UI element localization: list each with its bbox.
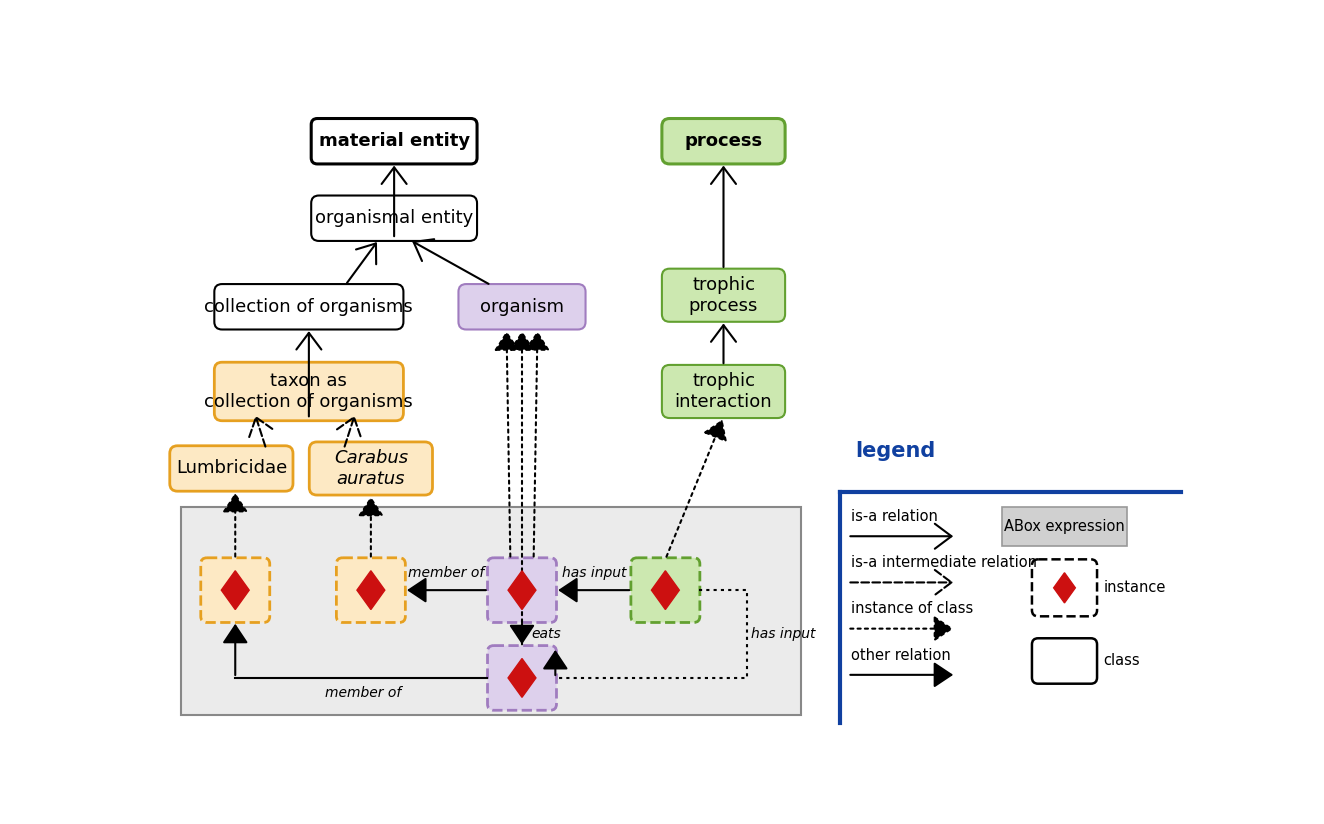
FancyBboxPatch shape [214,363,404,421]
Text: other relation: other relation [851,648,951,662]
FancyArrowPatch shape [409,579,486,602]
Text: Lumbricidae: Lumbricidae [176,460,287,477]
Polygon shape [508,571,536,610]
Text: taxon as
collection of organisms: taxon as collection of organisms [204,372,413,411]
FancyBboxPatch shape [662,119,785,164]
FancyBboxPatch shape [632,558,700,622]
FancyBboxPatch shape [458,284,585,330]
FancyArrowPatch shape [511,624,534,643]
Bar [181,507,801,715]
FancyArrowPatch shape [544,652,567,675]
Text: member of: member of [324,686,401,700]
FancyArrowPatch shape [850,617,952,639]
FancyBboxPatch shape [311,195,477,241]
Text: trophic
interaction: trophic interaction [675,372,772,411]
Text: member of: member of [408,566,485,580]
FancyArrowPatch shape [495,333,518,556]
FancyBboxPatch shape [310,442,433,495]
Text: is-a relation: is-a relation [851,509,939,524]
FancyBboxPatch shape [1031,639,1098,684]
FancyArrowPatch shape [511,333,534,644]
FancyArrowPatch shape [666,421,726,557]
FancyBboxPatch shape [487,645,556,710]
FancyArrowPatch shape [850,663,952,686]
Text: has input: has input [751,627,816,641]
Text: trophic
process: trophic process [688,276,759,315]
FancyBboxPatch shape [1031,559,1098,616]
Text: has input: has input [561,566,626,580]
Text: organismal entity: organismal entity [315,209,473,227]
FancyBboxPatch shape [169,446,293,491]
Text: material entity: material entity [319,132,470,150]
Text: process: process [685,132,763,150]
Text: is-a intermediate relation: is-a intermediate relation [851,555,1038,570]
FancyBboxPatch shape [662,365,785,418]
Polygon shape [221,571,249,610]
FancyBboxPatch shape [487,558,556,622]
FancyBboxPatch shape [1002,507,1127,545]
Polygon shape [508,658,536,697]
FancyBboxPatch shape [662,269,785,322]
FancyArrowPatch shape [560,579,629,602]
Text: organism: organism [481,297,564,316]
Text: ABox expression: ABox expression [1004,519,1125,534]
FancyArrowPatch shape [224,494,246,556]
FancyArrowPatch shape [360,499,383,556]
Text: Carabus
auratus: Carabus auratus [334,449,408,488]
Text: collection of organisms: collection of organisms [204,297,413,316]
Text: legend: legend [855,441,936,461]
FancyBboxPatch shape [311,119,477,164]
FancyBboxPatch shape [336,558,405,622]
FancyArrowPatch shape [224,625,246,675]
FancyBboxPatch shape [214,284,404,330]
Text: eats: eats [531,627,561,641]
FancyBboxPatch shape [201,558,270,622]
Polygon shape [1054,573,1075,603]
Text: instance of class: instance of class [851,602,973,616]
Text: class: class [1103,653,1140,668]
Text: instance: instance [1103,580,1165,595]
FancyArrowPatch shape [526,333,548,556]
Polygon shape [651,571,679,610]
Polygon shape [357,571,385,610]
